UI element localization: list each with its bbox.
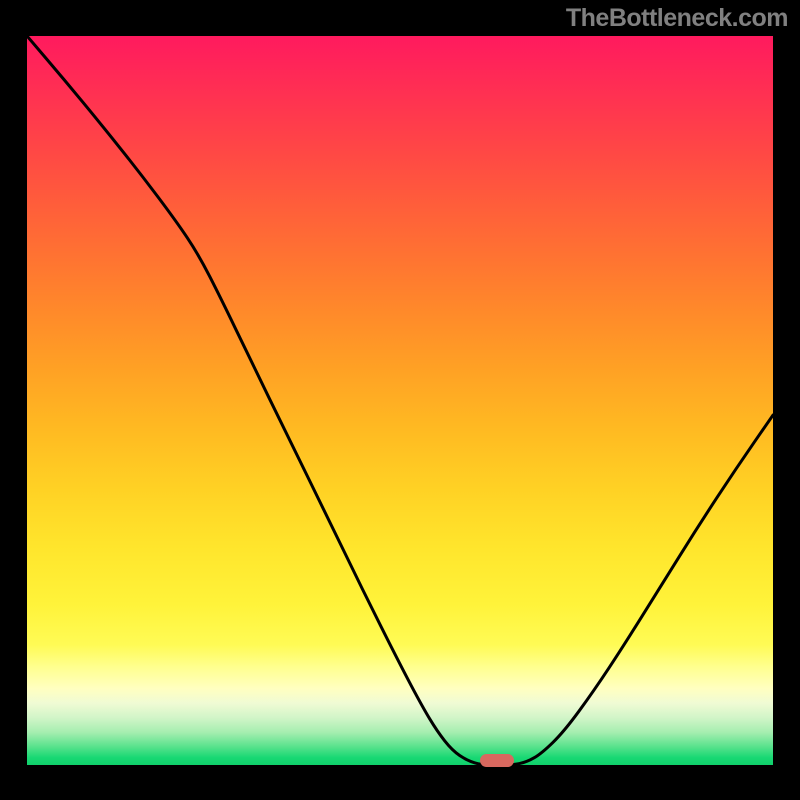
plot-area bbox=[27, 36, 773, 765]
bottleneck-curve bbox=[27, 36, 773, 765]
optimal-marker bbox=[480, 754, 514, 767]
watermark-text: TheBottleneck.com bbox=[566, 4, 788, 33]
chart-container: TheBottleneck.com bbox=[0, 0, 800, 800]
